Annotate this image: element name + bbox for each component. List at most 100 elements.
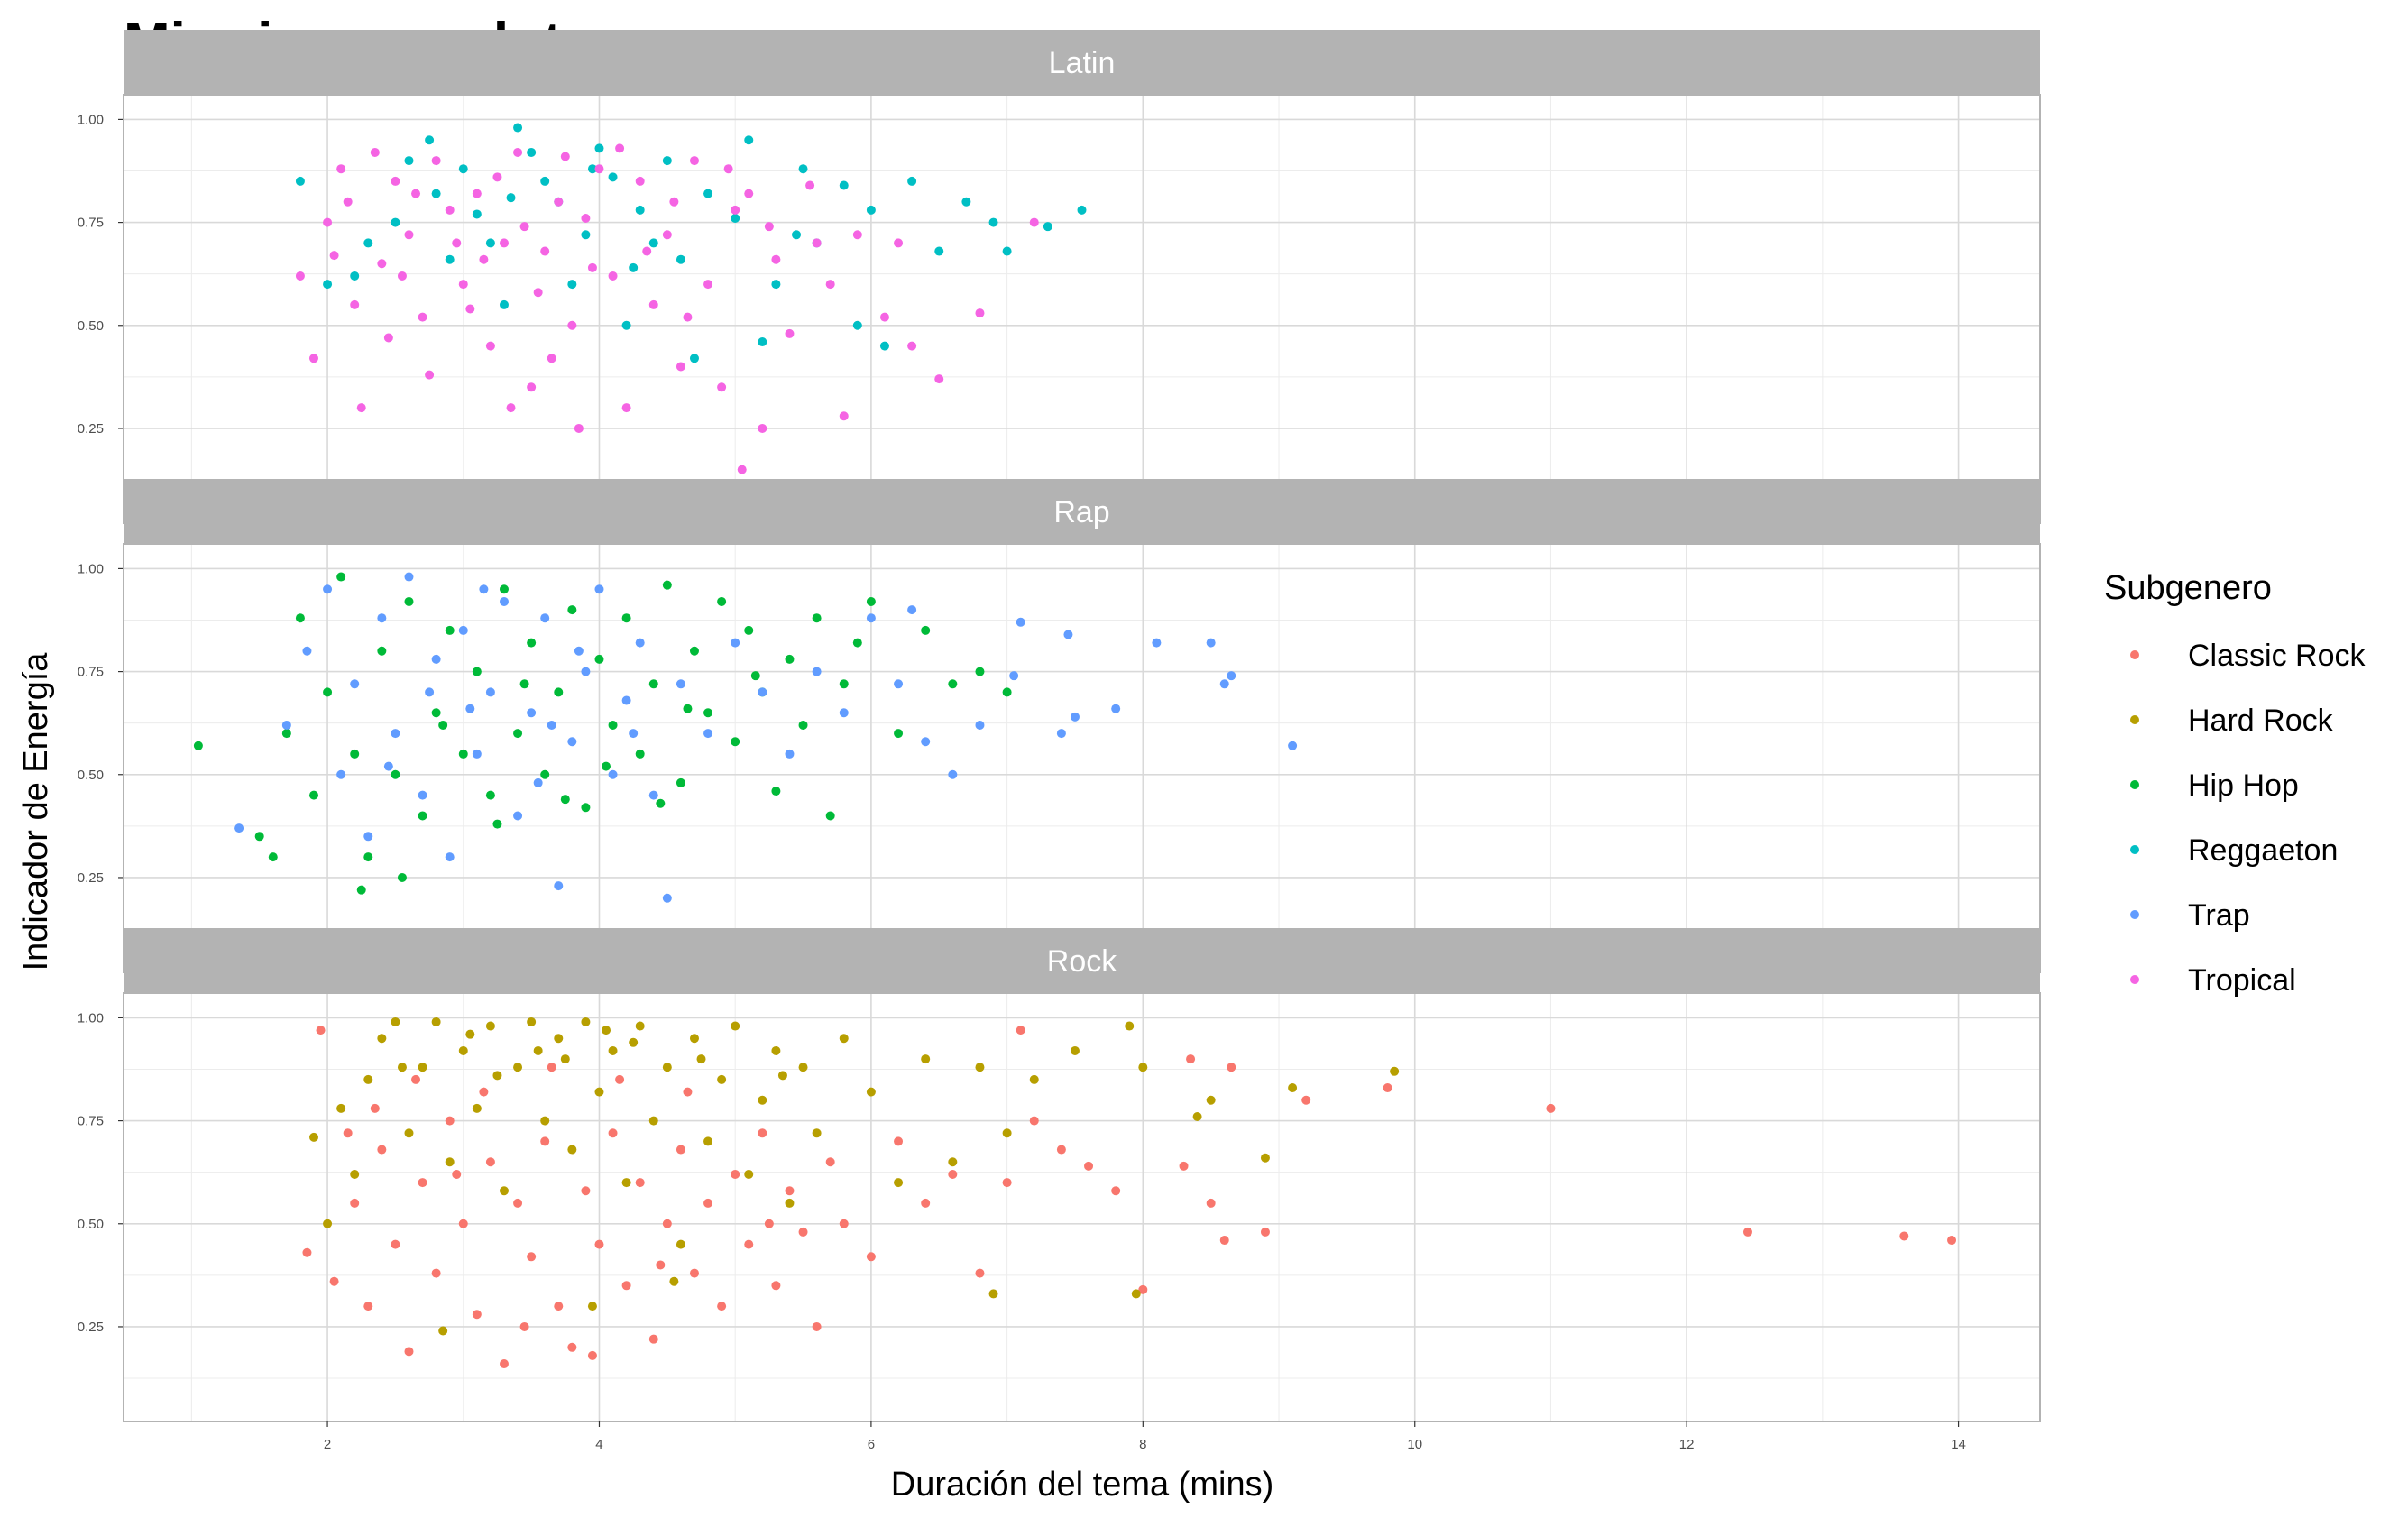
data-point [798,1227,808,1237]
data-point [1009,671,1019,681]
y-tick-label: 0.25 [78,421,104,437]
data-point [975,1063,985,1072]
data-point [907,605,917,615]
data-point [479,584,489,594]
data-point [377,613,387,623]
data-point [594,1239,604,1249]
x-tick-label: 6 [868,1437,875,1452]
y-tick-label: 0.75 [78,665,104,680]
data-point [513,729,523,739]
data-point [1111,704,1121,713]
data-point [527,1017,537,1026]
data-point [744,625,754,635]
data-point [696,1054,706,1064]
data-point [485,687,495,697]
data-point [323,217,333,227]
data-point [587,1350,597,1360]
data-point [852,230,862,240]
data-point [1077,205,1087,215]
data-point [547,1063,556,1072]
data-point [608,1045,618,1055]
legend-entry: Classic Rock [2130,639,2366,673]
x-axis: 2 4 6 8 10 12 14 [324,1421,1966,1452]
panel-border [123,543,2041,973]
x-tick-label: 2 [324,1437,331,1452]
data-point [458,164,468,174]
data-point [1546,1103,1556,1113]
data-point [621,613,631,623]
data-point [513,123,523,133]
data-point [581,1017,591,1026]
data-point [391,1017,400,1026]
data-point [397,271,407,281]
y-tick-label: 1.00 [78,561,104,576]
data-point [975,308,985,318]
data-point [731,737,740,747]
data-point [554,881,564,891]
data-point [540,769,550,779]
data-point [866,1087,876,1097]
y-tick-label: 0.50 [78,318,104,334]
data-point [513,1198,523,1208]
data-point [805,180,815,190]
data-point [1138,1284,1148,1294]
facet-strip-label: Rock [1047,944,1117,979]
legend-label: Reggaeton [2188,833,2338,868]
legend-entry: Reggaeton [2130,833,2338,868]
y-tick-label: 0.25 [78,870,104,886]
data-point [336,572,346,582]
data-point [485,341,495,351]
data-point [1131,1289,1141,1299]
data-point [1111,1186,1121,1196]
facet-strip-label: Latin [1049,46,1116,80]
data-point [703,280,713,290]
data-point [798,1063,808,1072]
data-point [567,1342,577,1352]
data-point [472,667,482,676]
data-point [391,729,400,739]
data-point [377,646,387,656]
data-point [812,1128,822,1138]
data-point [336,164,346,174]
data-point [295,613,305,623]
data-point [547,354,556,363]
data-point [629,729,639,739]
data-point [812,613,822,623]
data-point [1152,638,1162,648]
data-point [445,254,455,264]
y-tick-label: 1.00 [78,1010,104,1026]
data-point [404,230,414,240]
series-classic-rock [302,1026,1957,1369]
legend-label: Trap [2188,898,2250,933]
data-point [472,189,482,198]
data-point [907,341,917,351]
data-point [445,205,455,215]
legend-entry: Trap [2130,898,2250,933]
data-point [689,156,699,166]
data-point [1002,687,1012,697]
data-point [554,1302,564,1311]
data-point [648,238,658,248]
data-point [581,214,591,224]
data-point [425,687,435,697]
data-point [635,1021,645,1031]
data-point [1016,1026,1025,1035]
data-point [744,1239,754,1249]
data-point [560,1054,570,1064]
data-point [635,1178,645,1188]
data-point [302,1247,312,1257]
data-point [533,777,543,787]
data-point [1138,1063,1148,1072]
data-point [792,230,802,240]
data-point [458,280,468,290]
data-point [608,172,618,182]
legend-key [2130,780,2139,789]
data-point [839,1219,849,1228]
data-point [1029,217,1039,227]
data-point [425,370,435,380]
data-point [648,679,658,689]
data-point [731,205,740,215]
data-point [363,1302,373,1311]
data-point [391,217,400,227]
data-point [465,704,475,713]
